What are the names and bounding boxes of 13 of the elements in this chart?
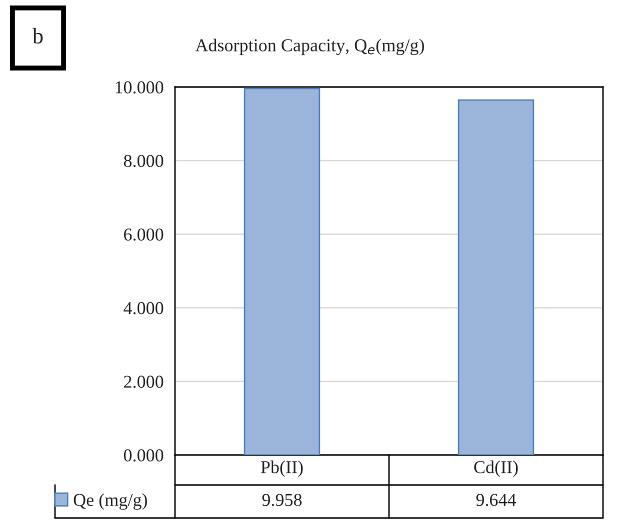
legend-label: Qe (mg/g) [74,493,147,510]
x-tick-label: Pb(II) [260,460,303,477]
text: b [32,28,43,44]
y-tick-label: 8.000 [124,154,164,168]
y-tick-label: 4.000 [124,302,164,314]
y-tick-label: 10.000 [116,81,164,94]
data-label: 9.644 [476,494,516,506]
x-tick-label: Cd(II) [474,460,518,477]
y-tick-label: 0.000 [124,449,164,462]
y-tick-label: 2.000 [124,376,164,388]
y-tick-label: 6.000 [124,228,164,241]
data-label: 9.958 [262,494,302,506]
chart-title: Adsorption Capacity, Q$_{e}$(mg/g) [195,38,424,56]
